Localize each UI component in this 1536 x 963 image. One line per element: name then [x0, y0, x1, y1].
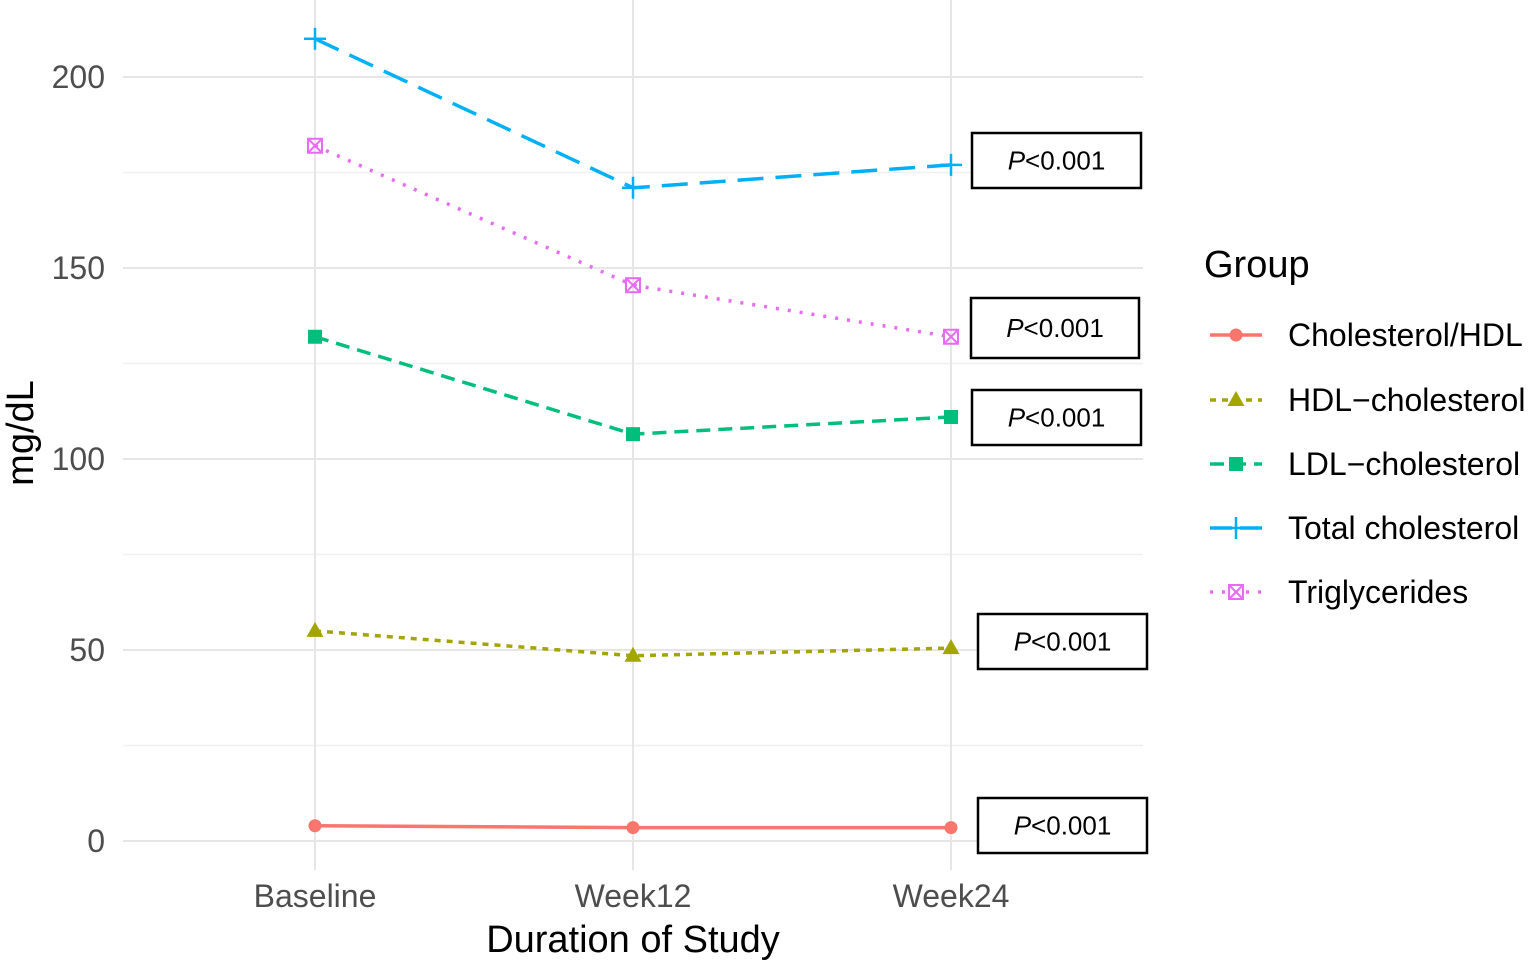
legend-title: Group — [1204, 244, 1310, 286]
legend-item-cholesterol-hdl: Cholesterol/HDL — [1210, 317, 1523, 353]
p-value-number: <0.001 — [1024, 313, 1104, 343]
data-point-total-cholesterol — [304, 27, 326, 50]
p-value-text: P<0.001 — [1008, 403, 1106, 433]
series-hdl-cholesterol — [306, 621, 960, 662]
data-point-ldl-cholesterol — [308, 329, 322, 344]
p-value-italic: P — [1014, 627, 1032, 657]
p-value-box: P<0.001 — [970, 388, 1143, 447]
p-value-text: P<0.001 — [1006, 313, 1104, 343]
y-tick-label: 150 — [52, 250, 105, 286]
legend-label: HDL−cholesterol — [1288, 382, 1525, 418]
legend-item-hdl-cholesterol: HDL−cholesterol — [1210, 382, 1525, 418]
data-point-triglycerides — [625, 277, 641, 294]
y-tick-label: 200 — [52, 59, 105, 95]
boxcross-marker-diag2 — [1228, 584, 1244, 600]
p-value-box-frame — [970, 388, 1143, 447]
x-tick-label: Week12 — [575, 878, 692, 914]
series-total-cholesterol — [304, 27, 962, 199]
p-value-box: P<0.001 — [969, 296, 1141, 360]
p-value-box: P<0.001 — [970, 131, 1143, 190]
boxcross-marker-box — [625, 277, 641, 294]
p-value-text: P<0.001 — [1008, 146, 1106, 176]
boxcross-marker-diag2 — [307, 138, 323, 154]
x-axis-ticks: Baseline Week12 Week24 — [254, 878, 1010, 914]
data-point-ldl-cholesterol — [944, 409, 958, 424]
data-point-cholesterol-hdl — [626, 821, 640, 835]
p-value-box-frame — [970, 131, 1143, 190]
legend-key-marker — [1225, 517, 1247, 539]
legend-key-marker — [1229, 457, 1243, 471]
y-tick-label: 0 — [87, 823, 105, 859]
legend-label: Total cholesterol — [1288, 510, 1519, 546]
x-tick-label: Week24 — [893, 878, 1010, 914]
series-triglycerides — [307, 137, 959, 345]
legend-label: Cholesterol/HDL — [1288, 317, 1523, 353]
p-value-number: <0.001 — [1025, 403, 1105, 433]
legend: Group Cholesterol/HDL HDL−cholesterol LDL−… — [1204, 244, 1525, 610]
boxcross-marker-box — [1228, 584, 1244, 600]
boxcross-marker-diag2 — [625, 277, 641, 293]
data-point-hdl-cholesterol — [306, 621, 324, 637]
series-cholesterol-hdl — [308, 819, 958, 835]
p-value-italic: P — [1014, 811, 1032, 841]
p-value-number: <0.001 — [1031, 627, 1111, 657]
x-tick-label: Baseline — [254, 878, 377, 914]
boxcross-marker-box — [307, 137, 323, 154]
boxcross-marker-diag2 — [943, 329, 959, 345]
data-point-triglycerides — [307, 137, 323, 154]
series-layer — [304, 27, 962, 835]
data-point-cholesterol-hdl — [308, 819, 322, 833]
data-point-total-cholesterol — [622, 176, 644, 199]
p-value-number: <0.001 — [1031, 811, 1111, 841]
y-axis-ticks: 0 50 100 150 200 — [52, 59, 105, 859]
data-point-triglycerides — [943, 328, 959, 345]
legend-item-total-cholesterol: Total cholesterol — [1210, 510, 1519, 546]
y-axis-title: mg/dL — [0, 380, 42, 486]
gridlines — [123, 0, 1143, 870]
p-value-box-frame — [976, 796, 1149, 855]
legend-label: Triglycerides — [1288, 574, 1468, 610]
p-value-box-frame — [969, 296, 1141, 360]
data-point-hdl-cholesterol — [942, 639, 960, 655]
p-value-box: P<0.001 — [976, 796, 1149, 855]
legend-key-marker — [1229, 328, 1243, 342]
p-value-text: P<0.001 — [1014, 627, 1112, 657]
data-point-hdl-cholesterol — [624, 646, 642, 662]
series-ldl-cholesterol — [308, 329, 958, 442]
p-value-italic: P — [1008, 146, 1026, 176]
legend-key-marker — [1227, 391, 1245, 406]
legend-key-marker — [1228, 584, 1244, 600]
legend-item-ldl-cholesterol: LDL−cholesterol — [1210, 446, 1520, 482]
p-value-box: P<0.001 — [976, 612, 1149, 671]
p-value-box-frame — [976, 612, 1149, 671]
legend-label: LDL−cholesterol — [1288, 446, 1520, 482]
y-tick-label: 100 — [52, 441, 105, 477]
p-value-text: P<0.001 — [1014, 811, 1112, 841]
series-line-hdl-cholesterol — [314, 629, 952, 658]
data-point-total-cholesterol — [940, 153, 962, 176]
x-axis-title: Duration of Study — [486, 919, 780, 961]
data-point-cholesterol-hdl — [944, 821, 958, 835]
data-point-ldl-cholesterol — [626, 427, 640, 442]
legend-item-triglycerides: Triglycerides — [1210, 574, 1468, 610]
p-value-number: <0.001 — [1025, 146, 1105, 176]
p-value-italic: P — [1006, 313, 1024, 343]
y-tick-label: 50 — [69, 632, 105, 668]
p-value-italic: P — [1008, 403, 1026, 433]
boxcross-marker-box — [943, 328, 959, 345]
